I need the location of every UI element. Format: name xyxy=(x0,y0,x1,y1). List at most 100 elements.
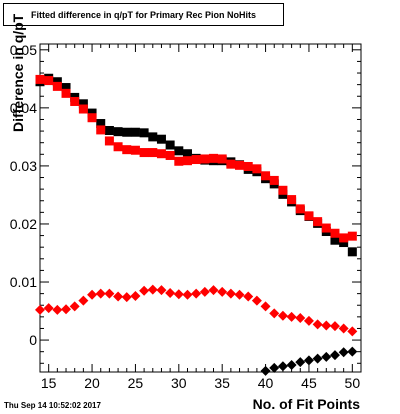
data-point-square xyxy=(347,231,357,241)
data-point-diamond xyxy=(338,323,349,334)
x-tick-label: 25 xyxy=(128,375,144,391)
data-point-square xyxy=(278,185,288,195)
data-point-diamond xyxy=(87,289,98,300)
data-point-square xyxy=(165,150,175,160)
data-point-square xyxy=(217,154,227,164)
chart-title: Fitted difference in q/pT for Primary Re… xyxy=(30,10,257,20)
data-point-diamond xyxy=(35,304,45,315)
data-point-diamond xyxy=(199,286,210,297)
data-point-diamond xyxy=(303,355,314,366)
data-point-square xyxy=(330,235,340,245)
data-point-diamond xyxy=(234,289,245,300)
data-point-square xyxy=(269,175,279,185)
data-point-square xyxy=(122,127,132,137)
data-point-square xyxy=(130,145,140,155)
data-point-diamond xyxy=(251,295,262,306)
data-point-diamond xyxy=(225,288,236,299)
data-point-square xyxy=(200,154,210,164)
data-point-square xyxy=(139,128,149,138)
data-point-diamond xyxy=(191,288,202,299)
y-tick-label: 0 xyxy=(29,332,37,348)
data-point-diamond xyxy=(78,295,89,306)
x-tick-label: 50 xyxy=(345,375,361,391)
data-point-diamond xyxy=(69,301,80,312)
data-point-diamond xyxy=(165,288,176,299)
data-point-square xyxy=(96,125,106,135)
data-point-diamond xyxy=(277,361,288,372)
data-point-square xyxy=(104,125,114,135)
data-point-square xyxy=(339,238,349,248)
data-point-square xyxy=(35,74,45,84)
data-point-diamond xyxy=(121,292,132,303)
x-axis-label: No. of Fit Points xyxy=(252,396,360,412)
data-point-square xyxy=(156,149,166,159)
data-point-diamond xyxy=(321,320,332,331)
data-point-diamond xyxy=(269,362,280,373)
data-point-diamond xyxy=(52,304,63,315)
data-point-diamond xyxy=(104,288,115,299)
data-point-square xyxy=(139,148,149,158)
y-tick-label: 0.04 xyxy=(10,100,37,116)
data-point-diamond xyxy=(295,313,306,324)
data-point-diamond xyxy=(156,285,167,296)
y-tick-label: 0.02 xyxy=(10,216,37,232)
data-point-square xyxy=(174,146,184,156)
data-point-square xyxy=(148,148,158,158)
data-point-square xyxy=(96,119,106,129)
data-point-square xyxy=(182,156,192,166)
data-point-square xyxy=(130,127,140,137)
data-point-diamond xyxy=(286,311,297,322)
data-point-square xyxy=(321,223,331,233)
data-point-diamond xyxy=(95,288,106,299)
data-point-square xyxy=(122,145,132,155)
data-point-diamond xyxy=(260,301,271,312)
data-point-diamond xyxy=(130,290,141,301)
data-point-diamond xyxy=(295,357,306,368)
data-point-square xyxy=(165,140,175,150)
x-tick-label: 30 xyxy=(171,375,187,391)
y-tick-label: 0.01 xyxy=(10,274,37,290)
data-point-square xyxy=(304,211,314,221)
data-point-diamond xyxy=(347,326,358,337)
data-point-diamond xyxy=(321,351,332,362)
data-point-square xyxy=(61,88,71,98)
data-point-square xyxy=(313,217,323,227)
data-point-square xyxy=(52,77,62,87)
data-point-diamond xyxy=(312,353,323,364)
x-tick-label: 20 xyxy=(84,375,100,391)
y-tick-label: 0.05 xyxy=(10,42,37,58)
data-point-diamond xyxy=(43,303,54,314)
data-point-square xyxy=(70,96,80,106)
data-point-diamond xyxy=(338,347,349,358)
data-point-diamond xyxy=(182,289,193,300)
data-point-diamond xyxy=(329,321,340,332)
x-tick-label: 15 xyxy=(41,375,57,391)
data-point-diamond xyxy=(113,291,124,302)
data-point-diamond xyxy=(269,308,280,319)
data-point-diamond xyxy=(303,315,314,326)
data-point-square xyxy=(287,195,297,205)
data-point-diamond xyxy=(173,289,184,300)
data-point-diamond xyxy=(260,365,271,376)
data-point-diamond xyxy=(139,285,150,296)
data-point-square xyxy=(252,164,262,174)
data-point-square xyxy=(191,155,201,165)
chart-title-box: Fitted difference in q/pT for Primary Re… xyxy=(3,3,284,26)
data-point-diamond xyxy=(61,304,72,315)
data-point-square xyxy=(174,156,184,166)
data-point-square xyxy=(243,161,253,171)
data-point-square xyxy=(330,228,340,238)
data-point-square xyxy=(156,134,166,144)
data-point-diamond xyxy=(243,291,254,302)
data-point-square xyxy=(104,136,114,146)
data-point-square xyxy=(78,99,88,109)
x-tick-label: 40 xyxy=(258,375,274,391)
x-tick-label: 35 xyxy=(214,375,230,391)
data-point-diamond xyxy=(208,285,219,296)
data-point-square xyxy=(182,149,192,159)
data-point-square xyxy=(113,142,123,152)
data-point-square xyxy=(52,81,62,91)
data-point-square xyxy=(87,113,97,123)
data-point-square xyxy=(44,76,54,86)
